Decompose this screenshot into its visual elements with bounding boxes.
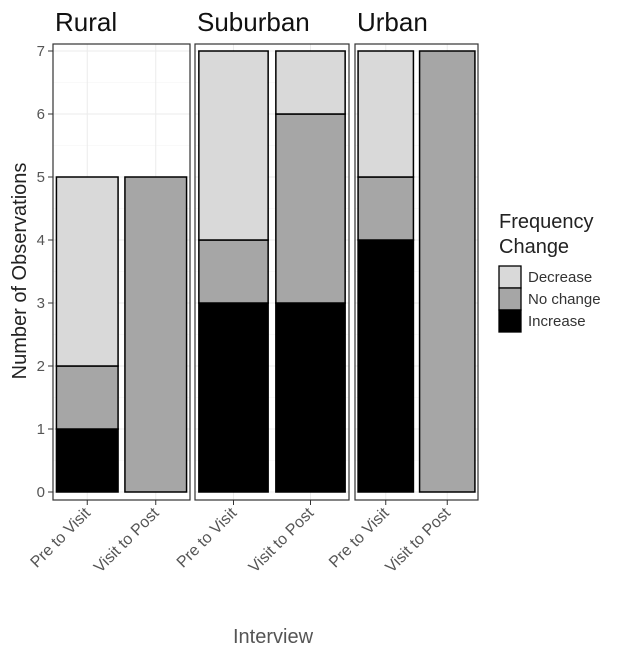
bar-urban-visit-to-post-no-change [418, 50, 476, 493]
bar-urban-pre-to-visit-no-change [357, 176, 415, 241]
facet-title-rural: Rural [55, 7, 117, 37]
legend-title: Change [499, 236, 569, 258]
facet-title-suburban: Suburban [197, 7, 310, 37]
panel-border [354, 43, 479, 501]
bar-suburban-pre-to-visit-decrease [198, 50, 269, 241]
facet-panels: Rural Suburban Urban [52, 7, 479, 501]
bar-suburban-pre-to-visit-increase [198, 302, 269, 493]
panel-urban: Urban [354, 7, 479, 501]
legend-key-no-change [498, 287, 522, 311]
y-axis-title: Number of Observations [9, 163, 31, 380]
legend-title: Frequency [499, 211, 594, 233]
bar-urban-pre-to-visit-increase [357, 239, 415, 493]
y-axis: 0 1 2 3 4 5 6 7 [37, 43, 53, 501]
x-axis-title: Interview [233, 626, 314, 648]
panel-border [194, 43, 350, 501]
facet-title-urban: Urban [357, 7, 428, 37]
bar-suburban-pre-to-visit-no-change [198, 239, 269, 304]
panel-rural: Rural [52, 7, 191, 501]
y-tick-label: 1 [37, 421, 45, 438]
bar-suburban-visit-to-post-no-change [275, 113, 346, 304]
x-tick-label: Visit to Post [91, 504, 163, 576]
y-tick-label: 6 [37, 106, 45, 123]
bar-rural-pre-to-visit-decrease [55, 176, 119, 367]
bar-rural-visit-to-post-no-change [124, 176, 188, 493]
bar-suburban-visit-to-post-decrease [275, 50, 346, 115]
x-tick-label: Visit to Post [383, 504, 455, 576]
legend-label-decrease: Decrease [528, 269, 592, 286]
panel-suburban: Suburban [194, 7, 350, 501]
x-tick-label: Pre to Visit [326, 504, 393, 571]
x-tick-label: Visit to Post [246, 504, 318, 576]
y-tick-label: 3 [37, 295, 45, 312]
legend-key-decrease [498, 265, 522, 289]
x-tick-label: Pre to Visit [28, 504, 95, 571]
y-tick-label: 2 [37, 358, 45, 375]
y-tick-label: 7 [37, 43, 45, 60]
bar-urban-pre-to-visit-decrease [357, 50, 415, 178]
bar-suburban-visit-to-post-increase [275, 302, 346, 493]
y-tick-label: 5 [37, 169, 45, 186]
y-tick-label: 0 [37, 484, 45, 501]
legend: Frequency Change Decrease No change Increase [498, 211, 601, 333]
bar-rural-pre-to-visit-increase [55, 428, 119, 493]
x-tick-label: Pre to Visit [174, 504, 241, 571]
legend-label-increase: Increase [528, 313, 586, 330]
panel-border [52, 43, 191, 501]
legend-label-no-change: No change [528, 291, 601, 308]
legend-key-increase [498, 309, 522, 333]
y-tick-label: 4 [37, 232, 45, 249]
bar-rural-pre-to-visit-no-change [55, 365, 119, 430]
